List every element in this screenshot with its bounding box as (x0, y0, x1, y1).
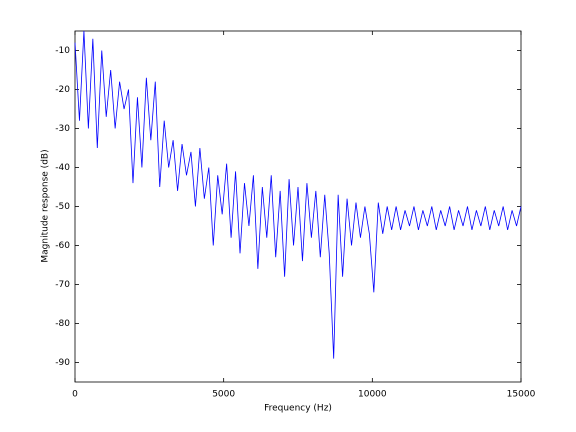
y-tick-label: -20 (55, 85, 70, 95)
x-tick-label: 15000 (507, 390, 536, 400)
x-tick-label: 5000 (212, 390, 235, 400)
y-tick-label: -30 (55, 124, 70, 134)
x-axis-label: Frequency (Hz) (264, 404, 332, 414)
y-tick-label: -40 (55, 163, 70, 173)
y-tick-label: -80 (55, 319, 70, 329)
y-tick-label: -70 (55, 280, 70, 290)
data-line (74, 30, 522, 359)
x-tick-label: 10000 (358, 390, 387, 400)
y-tick-label: -50 (55, 202, 70, 212)
y-tick-label: -90 (55, 358, 70, 368)
y-axis-label: Magnitude response (dB) (41, 149, 51, 262)
x-tick-label: 0 (72, 390, 78, 400)
y-tick-label: -60 (55, 241, 70, 251)
plot-area (74, 30, 522, 383)
y-tick-label: -10 (55, 46, 70, 56)
